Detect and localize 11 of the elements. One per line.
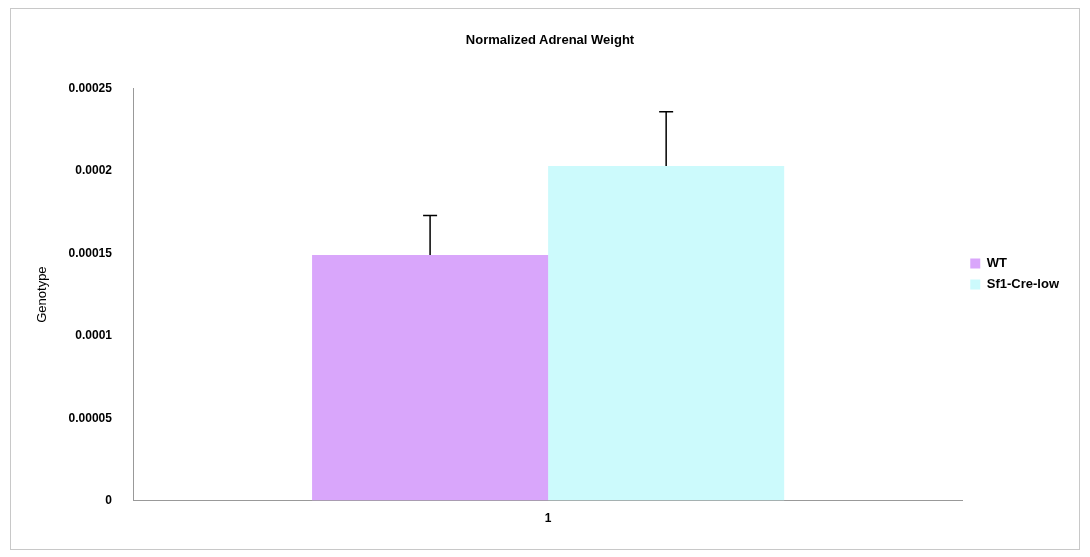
legend-label: Sf1-Cre-low bbox=[986, 276, 1060, 292]
y-tick-label: 0 bbox=[105, 492, 113, 507]
y-tick-label: 0.00005 bbox=[68, 410, 113, 425]
y-tick-label: 0.0002 bbox=[75, 163, 113, 178]
y-axis-title: Genotype bbox=[34, 266, 50, 323]
legend-label: WT bbox=[986, 255, 1008, 271]
chart-title: Normalized Adrenal Weight bbox=[465, 32, 635, 48]
y-tick-label: 0.00025 bbox=[68, 80, 113, 95]
y-tick-label: 0.0001 bbox=[75, 328, 113, 343]
x-tick-label: 1 bbox=[544, 511, 552, 526]
y-tick-label: 0.00015 bbox=[68, 245, 113, 260]
